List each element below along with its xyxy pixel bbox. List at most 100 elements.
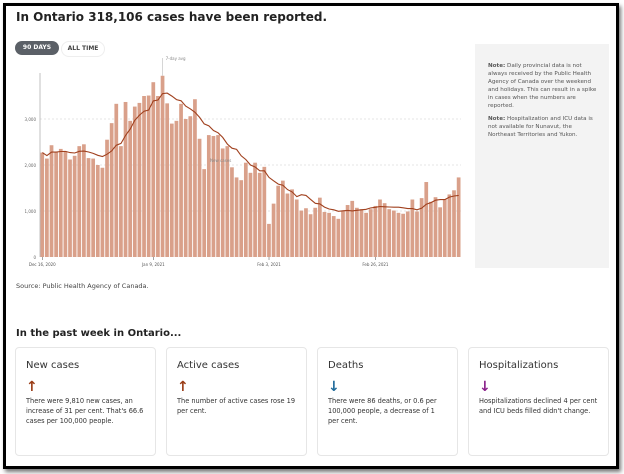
y-tick-label: 1,000	[25, 209, 37, 214]
bar	[331, 216, 336, 257]
bar	[239, 180, 244, 257]
bar	[410, 199, 415, 257]
bar	[285, 193, 290, 257]
bar	[68, 159, 72, 257]
bar	[82, 144, 86, 257]
bar	[364, 212, 368, 257]
bar	[299, 210, 304, 257]
bar	[396, 212, 401, 257]
bar	[128, 120, 133, 257]
x-tick-label: Dec 16, 2020	[29, 262, 56, 267]
bar	[225, 146, 230, 257]
card-title: Active cases	[177, 360, 240, 371]
bar	[49, 145, 54, 257]
bar	[438, 207, 442, 257]
bar	[456, 177, 461, 257]
card-text: The number of active cases rose 19 per c…	[177, 397, 296, 415]
bar	[350, 200, 355, 257]
bar	[405, 211, 410, 257]
bar	[248, 172, 253, 257]
cases-chart: 0 1,000 2,000 3,000 Dec 16, 2020 Jan 9, 2021 F…	[25, 56, 461, 267]
bar	[40, 152, 45, 257]
y-tick-label: 2,000	[25, 163, 37, 168]
bar	[392, 210, 396, 257]
bar	[415, 211, 419, 257]
x-tick-label: Feb 3, 2021	[257, 262, 281, 267]
bar	[142, 96, 146, 257]
bar	[45, 158, 49, 257]
bar	[433, 197, 438, 257]
bar	[322, 211, 327, 257]
arrow-up-icon: ↑	[26, 379, 38, 395]
bar	[345, 205, 350, 257]
arrow-down-icon: ↓	[328, 379, 340, 395]
card-title: New cases	[26, 360, 80, 371]
bar	[109, 123, 114, 257]
bar	[119, 146, 123, 257]
bar	[183, 119, 188, 257]
bar	[146, 95, 151, 257]
bar	[253, 162, 257, 257]
source-text: Source: Public Health Agency of Canada.	[16, 282, 149, 290]
bar	[202, 169, 207, 257]
bar	[368, 209, 373, 257]
bar	[58, 148, 63, 257]
bar	[359, 209, 364, 257]
bar	[123, 101, 128, 257]
bar	[341, 210, 345, 257]
bar	[290, 189, 294, 257]
page-title: In Ontario 318,106 cases have been repor…	[16, 10, 328, 24]
bar	[373, 205, 378, 257]
bar	[267, 223, 271, 257]
x-tick-label: Feb 26, 2021	[362, 262, 389, 267]
week-heading: In the past week in Ontario...	[16, 328, 182, 339]
bar	[447, 194, 452, 257]
bar	[95, 165, 100, 257]
stat-card-hospitalizations: Hospitalizations ↓ Hospitalizations decl…	[468, 347, 609, 456]
bar	[387, 209, 392, 257]
bar	[188, 116, 193, 258]
card-title: Deaths	[328, 360, 364, 371]
bar	[156, 96, 160, 257]
bar	[132, 106, 137, 257]
bar	[354, 207, 359, 257]
arrow-up-icon: ↑	[177, 379, 189, 395]
notes-panel: Note: Daily provincial data is not alway…	[475, 44, 609, 268]
annotation-new-cases: New cases	[210, 158, 231, 163]
bar	[105, 139, 109, 257]
bar	[304, 208, 308, 257]
bar	[197, 138, 202, 257]
bar	[165, 103, 170, 257]
bar	[216, 135, 220, 257]
bar	[401, 213, 405, 257]
bar	[382, 203, 387, 257]
stat-card-deaths: Deaths ↓ There were 86 deaths, or 0.6 pe…	[317, 347, 458, 456]
bar	[137, 102, 142, 258]
bar	[327, 212, 331, 257]
bar	[193, 99, 197, 257]
card-text: There were 9,810 new cases, an increase …	[26, 397, 144, 425]
bar	[234, 177, 239, 257]
bar	[179, 103, 183, 257]
bar	[220, 148, 225, 257]
arrow-down-icon: ↓	[479, 379, 491, 395]
bar	[280, 180, 285, 257]
card-text: There were 86 deaths, or 0.6 per 100,000…	[328, 397, 437, 425]
card-title: Hospitalizations	[479, 360, 559, 371]
stat-card-new-cases: New cases ↑ There were 9,810 new cases, …	[15, 347, 156, 456]
bar	[91, 158, 96, 257]
y-tick-label: 0	[33, 255, 36, 260]
bar	[211, 136, 216, 257]
bar	[271, 203, 276, 257]
bar	[257, 172, 262, 257]
all-time-button[interactable]: ALL TIME	[61, 41, 105, 57]
bar	[114, 103, 119, 257]
bar	[419, 198, 424, 257]
bar	[63, 151, 68, 257]
90-days-button[interactable]: 90 DAYS	[15, 41, 59, 55]
note-2: Note: Hospitalization and ICU data is no…	[488, 116, 593, 138]
bar	[317, 197, 322, 257]
bar	[452, 190, 456, 257]
bar	[262, 166, 267, 257]
bar	[276, 185, 281, 257]
